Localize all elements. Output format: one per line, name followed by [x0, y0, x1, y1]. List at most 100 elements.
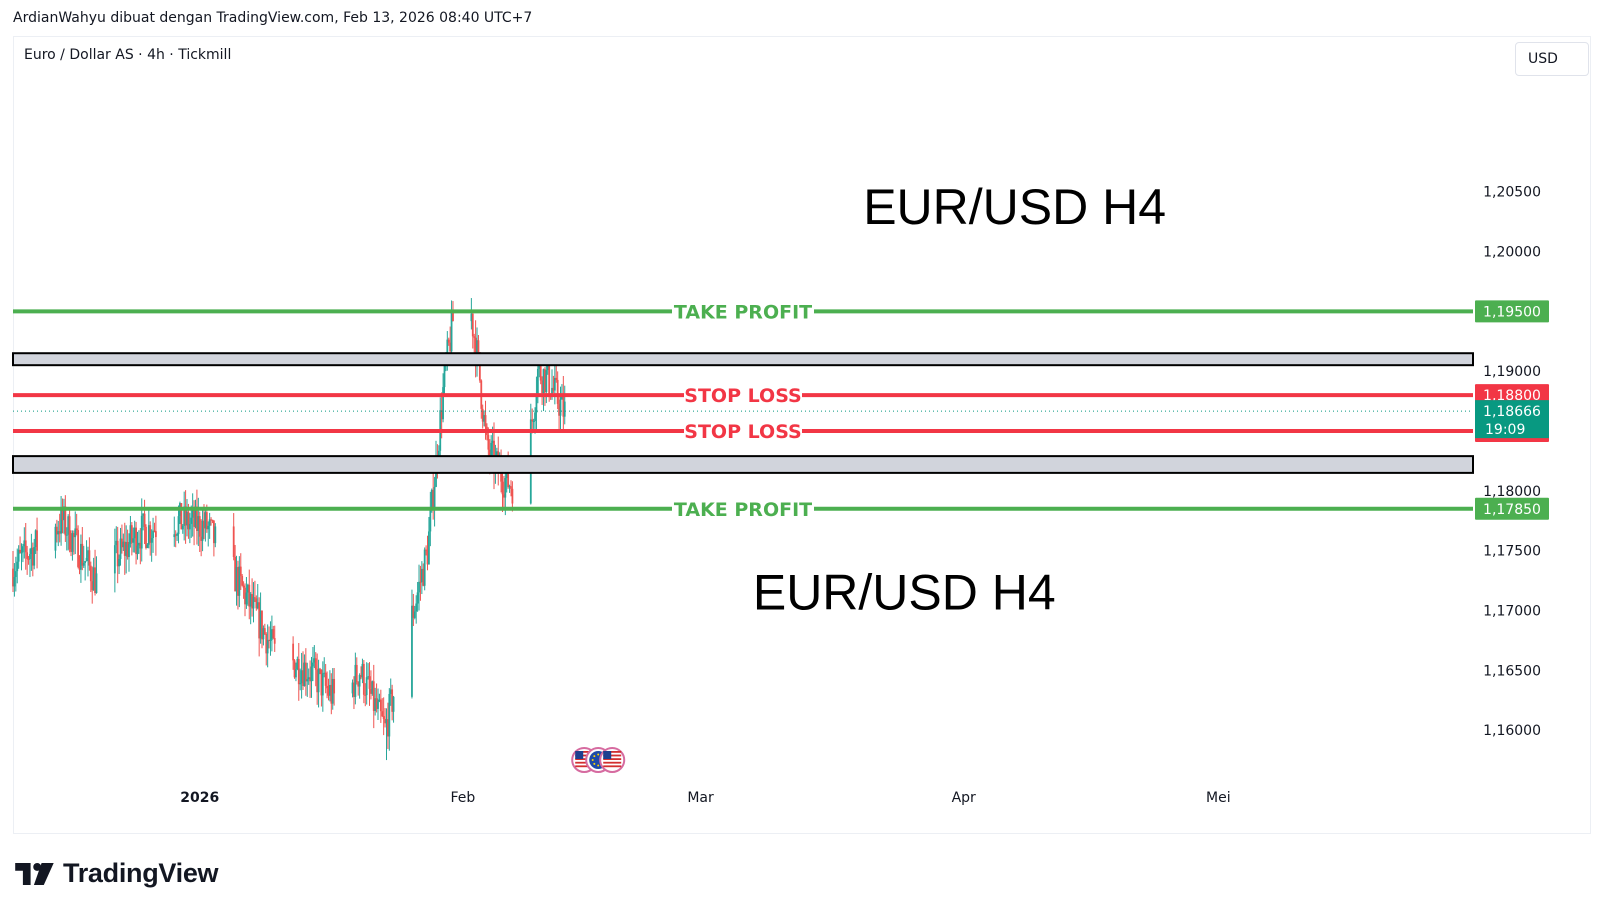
candle [306, 662, 309, 697]
candle [251, 578, 253, 617]
candle [181, 524, 184, 534]
economic-events-marker[interactable] [571, 747, 626, 773]
svg-text:1,19500: 1,19500 [1483, 304, 1541, 320]
candle [473, 333, 476, 354]
candle [81, 527, 84, 571]
candle [65, 527, 68, 551]
candle [123, 522, 126, 575]
tradingview-logo[interactable]: TradingView [15, 858, 219, 889]
candle [392, 695, 395, 723]
candle [118, 554, 121, 575]
candle [510, 480, 512, 497]
x-tick-label: Mei [1206, 790, 1231, 806]
candle [80, 534, 82, 583]
candle [87, 546, 89, 577]
candle [77, 525, 79, 569]
chart-annotation[interactable]: EUR/USD H4 [863, 179, 1166, 235]
candle [74, 511, 77, 555]
take-profit-level[interactable]: TAKE PROFIT [13, 301, 1473, 323]
candle [239, 553, 242, 590]
price-tag: 1,19500 [1475, 300, 1549, 323]
candle [307, 668, 310, 685]
candle [330, 673, 333, 715]
candle [142, 513, 145, 531]
svg-text:1,18800: 1,18800 [1483, 388, 1541, 404]
candle [310, 656, 313, 698]
x-tick-label: Feb [450, 790, 475, 806]
candle [70, 530, 72, 557]
y-tick-label: 1,18000 [1483, 484, 1541, 500]
candle [361, 658, 364, 684]
candle [362, 660, 365, 704]
candle [84, 560, 87, 581]
candle [327, 678, 330, 701]
candle [147, 507, 150, 549]
sr-zone[interactable] [12, 352, 1474, 367]
chart-annotation[interactable]: EUR/USD H4 [753, 564, 1056, 620]
candle [428, 516, 430, 565]
candle [542, 368, 545, 412]
candle [412, 593, 415, 627]
candle [389, 678, 392, 706]
candle [552, 375, 555, 393]
stop-loss-level[interactable]: STOP LOSS [13, 385, 1473, 407]
y-tick-label: 1,20500 [1483, 185, 1541, 201]
tradingview-logo-text: TradingView [63, 858, 219, 888]
candle [476, 327, 478, 377]
candle [72, 530, 75, 555]
candle [237, 560, 239, 610]
candle [57, 520, 60, 547]
candle [94, 549, 96, 596]
candle [211, 519, 214, 524]
candle [262, 625, 265, 646]
currency-button[interactable]: USD [1515, 42, 1589, 76]
candle [474, 320, 477, 378]
candle [31, 542, 34, 577]
candle [235, 555, 238, 606]
candle [212, 520, 215, 557]
candle [470, 298, 473, 330]
candle [423, 547, 426, 591]
candle [20, 543, 23, 571]
stop-loss-level[interactable]: STOP LOSS [13, 421, 1473, 443]
candle [419, 565, 422, 601]
candle [304, 648, 307, 696]
candle [367, 663, 369, 680]
sr-zone[interactable] [12, 455, 1474, 474]
candle [146, 543, 149, 549]
candle [481, 404, 484, 429]
candle [357, 681, 360, 696]
candle [388, 688, 391, 751]
candle [529, 403, 532, 505]
candle [191, 493, 194, 537]
candle [145, 524, 147, 550]
candle [173, 516, 176, 547]
stop-loss-label: STOP LOSS [684, 385, 801, 407]
candle [556, 371, 559, 410]
candle [416, 581, 419, 612]
candle [501, 471, 504, 512]
candle [198, 511, 201, 552]
candle [135, 521, 137, 565]
candle [429, 491, 432, 547]
candle [238, 556, 241, 608]
chart-frame[interactable] [13, 36, 1591, 834]
candle [387, 702, 389, 749]
candle [364, 683, 367, 707]
candle [89, 561, 92, 593]
candle [418, 564, 420, 611]
candle [555, 364, 558, 383]
x-tick-label: Apr [952, 790, 976, 806]
candle [14, 556, 17, 592]
take-profit-level[interactable]: TAKE PROFIT [13, 499, 1473, 521]
candle [316, 653, 319, 705]
candle [471, 312, 474, 349]
symbol-title[interactable]: Euro / Dollar AS · 4h · Tickmill [24, 47, 232, 63]
candle [85, 540, 88, 562]
price-tag: 1,17850 [1475, 497, 1549, 520]
candle [328, 670, 331, 702]
tradingview-logo-icon [15, 862, 54, 885]
candle [26, 545, 29, 575]
candle [149, 521, 152, 556]
